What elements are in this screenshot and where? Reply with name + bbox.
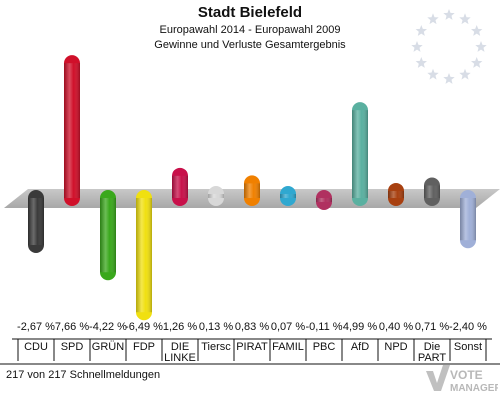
value-label: -4,22 % [89,321,127,333]
eu-star [475,41,487,52]
eu-star [411,41,423,52]
eu-star [443,9,455,20]
eu-star [415,25,427,36]
bar-pbc [316,190,332,210]
value-label: -6,49 % [125,321,163,333]
value-label: 0,13 % [199,321,233,333]
value-label: 4,99 % [343,321,377,333]
category-label: CDU [24,341,48,353]
value-label: 0,83 % [235,321,269,333]
eu-star [459,13,471,25]
bar-afd [352,102,368,206]
chart-subtitle-2: Gewinne und Verluste Gesamtergebnis [154,39,346,51]
value-label: -0,11 % [305,321,342,333]
category-label: GRÜN [92,341,124,353]
eu-star [471,25,483,36]
eu-star [427,68,439,80]
brand-line1: VOTE [450,368,483,382]
value-label: -2,40 % [449,321,487,333]
eu-star [443,73,455,84]
chart-title: Stadt Bielefeld [197,4,303,21]
bar-die-partei [424,177,440,206]
bar-piraten [244,175,260,206]
brand-line2: MANAGER [450,383,498,394]
bar-spd [64,55,80,206]
value-label: 0,40 % [379,321,413,333]
category-label: DIE [171,341,189,353]
category-label: Sonst [454,341,482,353]
category-label: NPD [384,341,407,353]
ballot-check-icon [426,365,450,391]
category-label: SPD [61,341,84,353]
bar-sonst- [460,190,476,249]
bar-familie [280,186,296,206]
eu-stars-icon [411,9,487,84]
category-label: LINKE [164,352,196,364]
category-label: Die [424,341,441,353]
bar-npd [388,182,404,206]
votemanager-logo: VOTE MANAGER [426,365,498,394]
value-label: 0,71 % [415,321,449,333]
category-label: AfD [351,341,369,353]
value-label: 1,26 % [163,321,197,333]
report-count: 217 von 217 Schnellmeldungen [6,369,161,381]
eu-star [459,68,471,80]
value-label: 7,66 % [55,321,89,333]
eu-star [471,57,483,68]
category-label: FDP [133,341,155,353]
category-label: FAMIL [272,341,304,353]
bar-die-linke [172,167,188,206]
bar-tierschutz [208,186,224,206]
value-label: -2,67 % [17,321,55,333]
category-label: PBC [313,341,336,353]
bar-gr-ne [100,190,116,281]
category-label: PIRAT [236,341,268,353]
bar-fdp [136,190,152,321]
category-label: PART [418,352,447,364]
category-label: Tiersc [201,341,231,353]
value-label: 0,07 % [271,321,305,333]
eu-star [427,13,439,25]
bar-cdu [28,190,44,253]
eu-star [415,57,427,68]
chart-subtitle: Europawahl 2014 - Europawahl 2009 [159,24,341,36]
